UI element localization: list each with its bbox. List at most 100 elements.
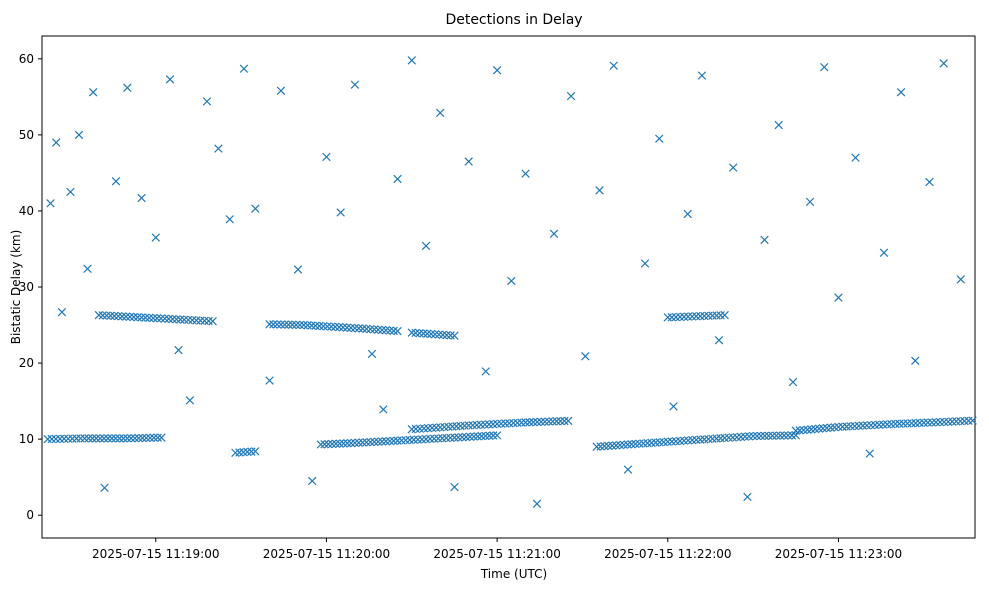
track-0-point <box>88 434 97 443</box>
data-point-4 <box>74 130 84 140</box>
data-point-54 <box>760 235 769 245</box>
track-3-point <box>323 322 332 331</box>
track-9-point <box>878 420 888 429</box>
track-9-point <box>838 422 847 431</box>
track-5-point <box>548 417 557 426</box>
track-0-point <box>47 434 57 444</box>
track-7-point <box>623 440 632 449</box>
track-0-point <box>99 434 109 443</box>
data-point-39 <box>532 499 542 508</box>
track-4-point <box>339 439 348 448</box>
track-8-point <box>696 311 705 321</box>
track-4-point <box>421 434 431 444</box>
track-9-point <box>846 422 855 431</box>
data-point-53 <box>743 492 752 502</box>
track-4-point <box>454 433 463 442</box>
track-7-point <box>619 440 629 450</box>
track-0-point <box>55 434 65 444</box>
track-5-point <box>436 423 445 432</box>
track-5-point <box>560 416 569 426</box>
data-point-46 <box>640 259 650 268</box>
track-6-point <box>442 330 451 340</box>
data-point-44 <box>609 61 618 70</box>
data-point-15 <box>202 97 212 106</box>
track-7-point <box>635 439 644 448</box>
data-point-23 <box>308 476 317 486</box>
data-point-33 <box>450 482 459 492</box>
track-0-point <box>43 434 52 444</box>
track-5-point <box>411 424 421 434</box>
track-0-point <box>157 433 166 442</box>
track-1-point <box>192 316 201 325</box>
track-9-point <box>952 417 961 426</box>
track-1-point <box>94 310 104 320</box>
data-point-5 <box>83 264 92 273</box>
track-7-point <box>643 438 652 448</box>
data-point-25 <box>336 208 345 217</box>
track-5-point <box>472 420 482 430</box>
track-4-point <box>457 432 467 442</box>
track-3-point <box>346 323 356 333</box>
track-0-point <box>142 433 151 443</box>
track-9-point <box>799 425 808 435</box>
track-1-point <box>152 314 162 323</box>
track-4-point <box>401 435 410 445</box>
data-point-10 <box>137 193 146 203</box>
track-3-point <box>358 324 367 333</box>
track-7-point <box>768 431 777 440</box>
x-tick-label: 2025-07-15 11:23:00 <box>775 547 902 561</box>
track-3-point <box>330 322 340 332</box>
track-5-point <box>444 422 453 432</box>
track-4-point <box>343 439 352 448</box>
track-4-point <box>358 438 367 447</box>
track-2-point <box>251 447 260 456</box>
track-9-point <box>814 424 824 433</box>
data-point-22 <box>293 265 303 274</box>
track-8-point <box>675 312 685 322</box>
track-4-point <box>477 431 486 441</box>
data-point-17 <box>225 215 234 224</box>
data-point-47 <box>655 134 664 143</box>
track-4-point <box>354 438 363 447</box>
track-3-point <box>269 320 278 329</box>
track-5-point <box>423 423 433 433</box>
track-3-point <box>366 324 375 334</box>
track-7-point <box>720 433 729 443</box>
track-7-point <box>712 434 721 443</box>
track-5-point <box>440 422 449 432</box>
track-7-point <box>600 441 609 451</box>
data-point-19 <box>251 204 260 213</box>
track-4-point <box>461 432 471 442</box>
track-7-point <box>663 437 673 447</box>
data-point-12 <box>165 75 175 84</box>
track-5-point <box>513 418 522 428</box>
track-1-point <box>208 317 217 326</box>
track-4-point <box>350 438 360 448</box>
marks-layer <box>43 56 977 508</box>
track-0-point <box>138 433 147 443</box>
chart-title: Detections in Delay <box>445 12 582 28</box>
track-7-point <box>744 432 754 441</box>
track-5-point <box>521 418 530 427</box>
track-7-point <box>671 437 681 446</box>
data-point-31 <box>421 241 431 251</box>
data-point-18 <box>239 64 249 73</box>
track-0-point <box>119 434 128 443</box>
track-4-point <box>413 435 423 444</box>
track-4-point <box>405 435 414 445</box>
track-3-point <box>284 320 293 329</box>
track-9-point <box>818 424 828 433</box>
x-axis-label: Time (UTC) <box>480 567 547 581</box>
track-9-point <box>931 418 941 427</box>
track-0-point <box>145 433 155 443</box>
track-4-point <box>397 436 406 445</box>
track-7-point <box>604 441 613 451</box>
track-1-point <box>176 315 185 324</box>
track-8-point <box>720 310 729 320</box>
track-0-point <box>115 434 124 443</box>
track-7-point <box>776 431 785 440</box>
track-0-point <box>80 434 89 443</box>
track-5-point <box>427 423 437 433</box>
track-5-point <box>419 424 429 433</box>
track-3-point <box>291 320 301 330</box>
